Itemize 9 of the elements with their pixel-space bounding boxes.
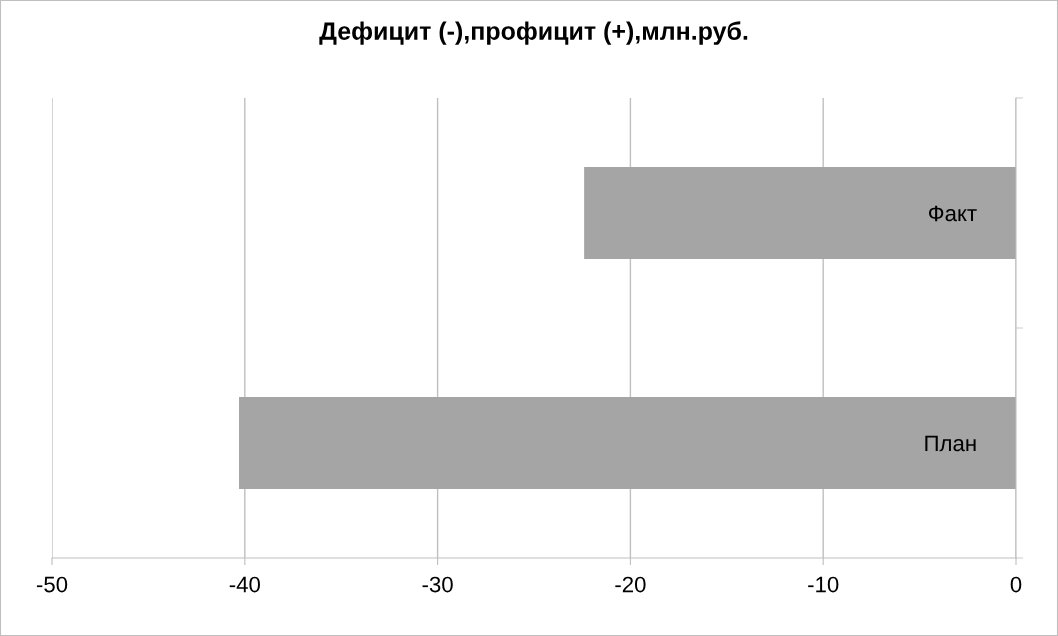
x-tick-label: -30: [422, 576, 453, 593]
y-tick-label: Факт: [928, 205, 977, 222]
x-tick-label: -10: [808, 576, 839, 593]
x-tick-label: -40: [229, 576, 260, 593]
x-tick-label: -20: [615, 576, 646, 593]
x-tick-label: 0: [1010, 576, 1022, 593]
chart-title: Дефицит (-),профицит (+),млн.руб.: [319, 21, 748, 45]
x-tick-label: -50: [36, 576, 68, 593]
y-tick-label: План: [925, 435, 976, 452]
